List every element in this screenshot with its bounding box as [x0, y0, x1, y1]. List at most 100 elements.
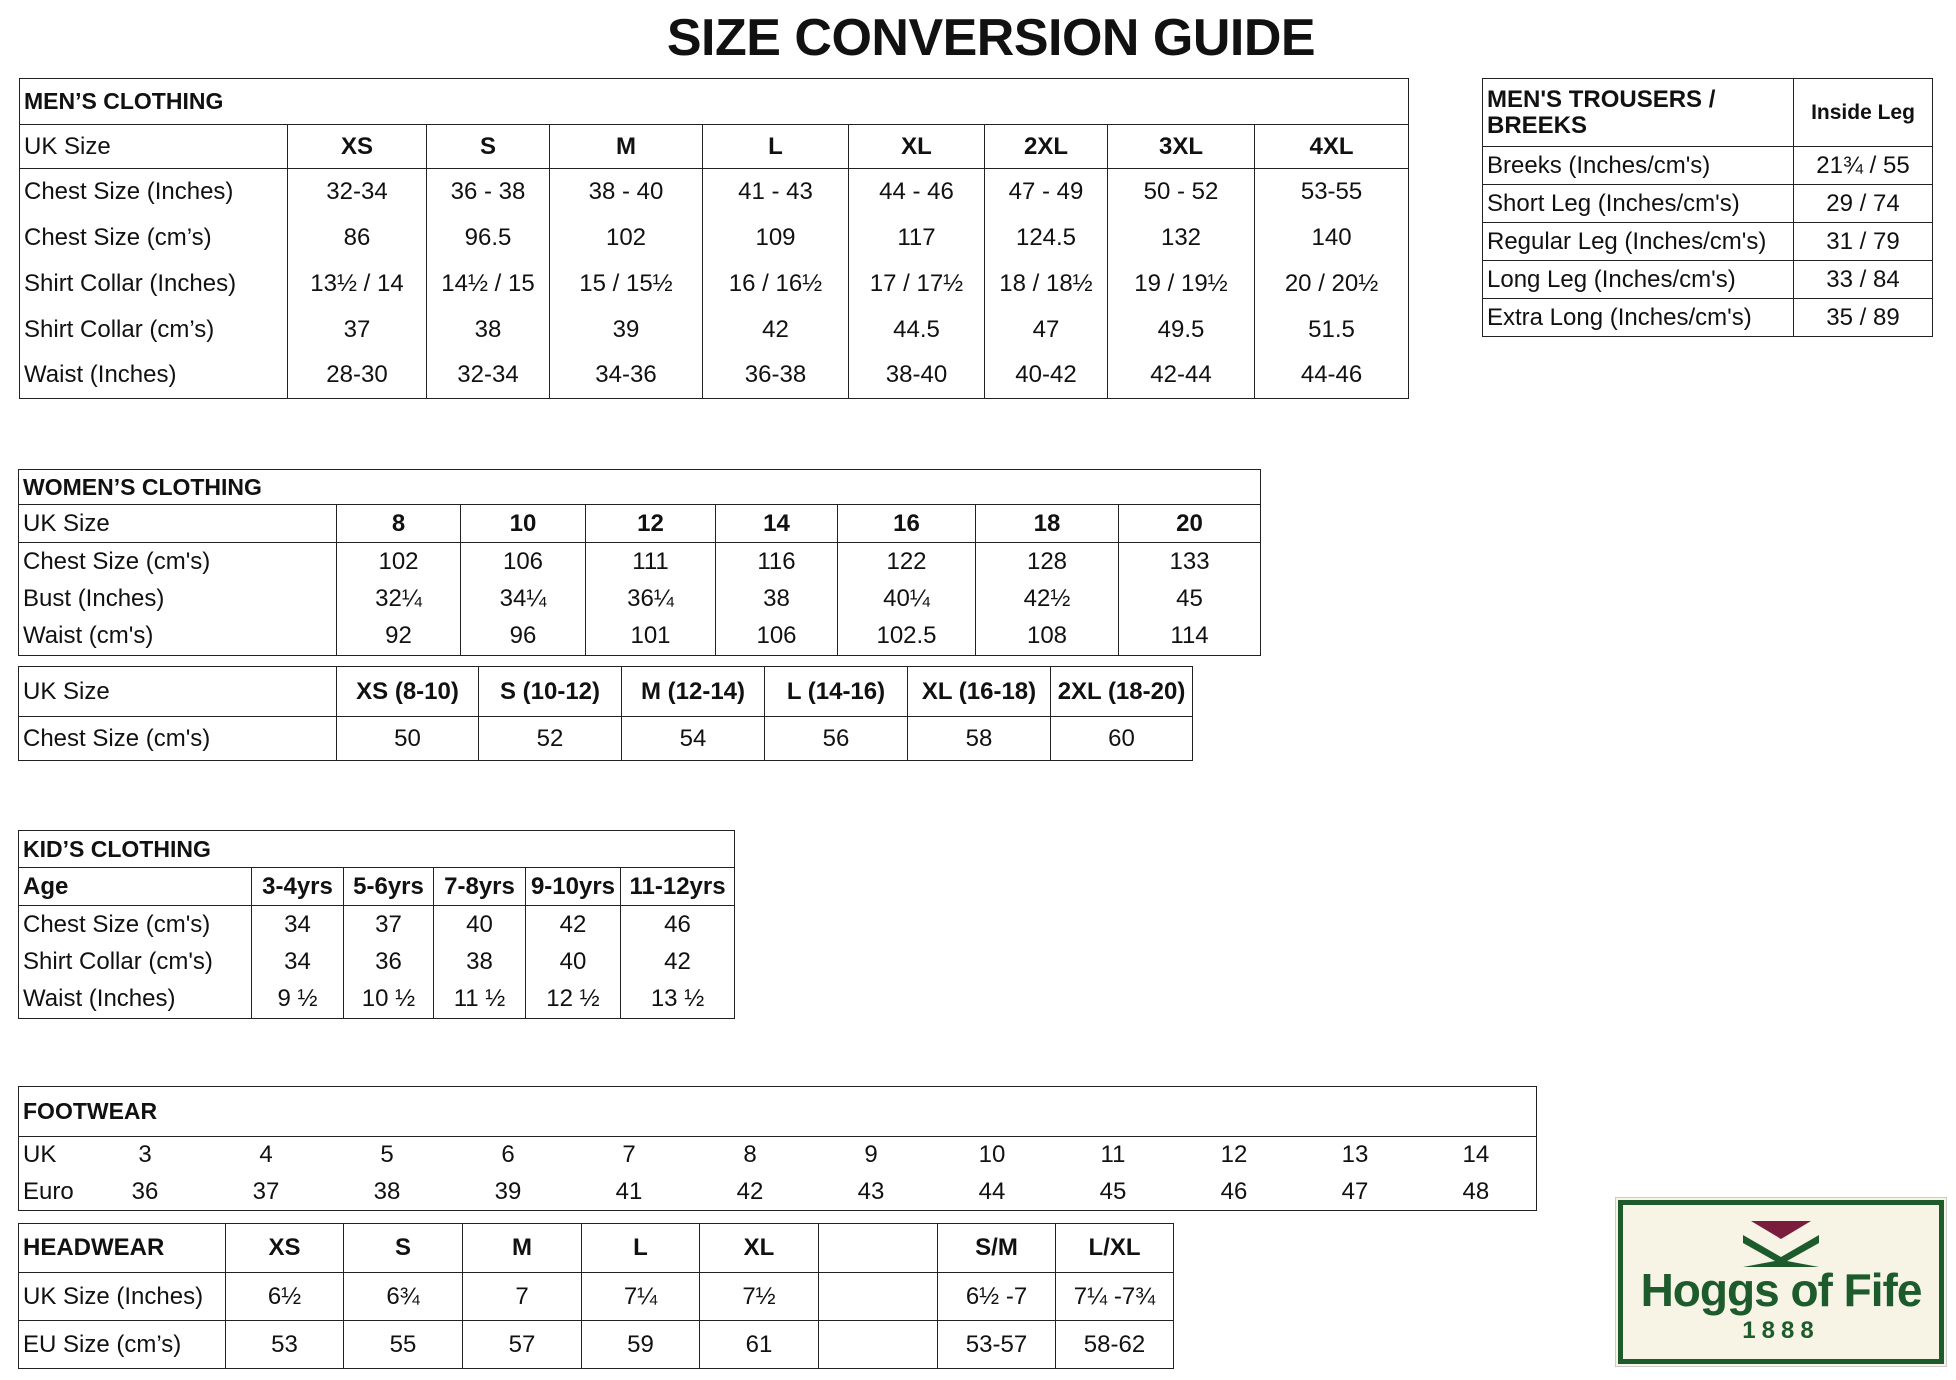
- row-label: Extra Long (Inches/cm's): [1482, 298, 1794, 337]
- cell: 16 / 16½: [702, 260, 849, 307]
- row-label: Chest Size (cm's): [18, 905, 252, 943]
- cell: 53-55: [1253, 168, 1410, 215]
- header-row: UK Size 8 10 12 14 16 18 20: [18, 504, 1262, 543]
- cell: 36: [343, 943, 434, 981]
- cell: 53: [225, 1320, 344, 1369]
- header-cell: 9-10yrs: [525, 867, 621, 906]
- cell: 117: [848, 214, 985, 261]
- header-cell: XL: [848, 124, 985, 169]
- cell: 109: [702, 214, 849, 261]
- cell: 47: [1341, 1177, 1369, 1205]
- cell: 102.5: [837, 617, 976, 655]
- cell: 35 / 89: [1793, 298, 1933, 337]
- cell: 58-62: [1055, 1320, 1174, 1369]
- mens-trousers-table: MEN'S TROUSERS / BREEKS Inside Leg Breeks …: [1482, 78, 1933, 337]
- data-row: Bust (Inches) 32¼ 34¼ 36¼ 38 40¼ 42½ 45: [18, 580, 1262, 618]
- table-title: KID’S CLOTHING: [17, 830, 736, 868]
- row-label: Regular Leg (Inches/cm's): [1482, 222, 1794, 261]
- cell: 41: [615, 1177, 643, 1205]
- cell: 36¼: [585, 580, 716, 618]
- mens-clothing-table: MEN’S CLOTHING UK Size XS S M L XL 2XL 3XL 4XL Che…: [18, 78, 1410, 399]
- cell: 59: [581, 1320, 700, 1369]
- cell: 58: [907, 716, 1051, 761]
- data-row: UK Size (Inches) 6½ 6¾ 7 7¼ 7½ 6½ -7 7¼ -7¾: [18, 1272, 1174, 1321]
- cell: 40¼: [837, 580, 976, 618]
- cell: 45: [1099, 1177, 1127, 1205]
- cell: 101: [585, 617, 716, 655]
- data-row: Waist (Inches) 28-30 32-34 34-36 36-38 38-40 4…: [19, 352, 1410, 399]
- cell: 15 / 15½: [549, 260, 703, 307]
- title-row: KID’S CLOTHING: [17, 830, 736, 868]
- header-cell: XS: [225, 1223, 344, 1273]
- cell: 114: [1117, 617, 1262, 655]
- header-cell: Inside Leg: [1793, 78, 1933, 147]
- cell: 44 - 46: [848, 168, 985, 215]
- cell: 34¼: [460, 580, 586, 618]
- header-label: UK Size: [19, 124, 288, 169]
- header-cell: 7-8yrs: [433, 867, 526, 906]
- cell: 55: [343, 1320, 463, 1369]
- row-label: EU Size (cm’s): [18, 1320, 226, 1369]
- cell: 13 ½: [619, 980, 736, 1018]
- cell: 34: [251, 943, 344, 981]
- cell: 9 ½: [251, 980, 344, 1018]
- cell: 10 ½: [343, 980, 434, 1018]
- cell: 9: [864, 1141, 878, 1169]
- cell: 46: [619, 905, 736, 943]
- cell: 102: [549, 214, 703, 261]
- cell: 47 - 49: [984, 168, 1108, 215]
- cell: 20 / 20½: [1253, 260, 1410, 307]
- cell: 60: [1050, 716, 1193, 761]
- cell: 43: [857, 1177, 885, 1205]
- cell: 53-57: [937, 1320, 1056, 1369]
- row-label: Shirt Collar (cm’s): [19, 306, 288, 353]
- row-label: UK Size (Inches): [18, 1272, 226, 1321]
- cell: 54: [621, 716, 765, 761]
- data-row: Chest Size (cm's) 102 106 111 116 122 128 133: [18, 542, 1262, 580]
- data-row: EU Size (cm’s) 53 55 57 59 61 53-57 58-62: [18, 1320, 1174, 1369]
- header-cell: S: [343, 1223, 463, 1273]
- cell: 40: [433, 905, 526, 943]
- header-cell: M: [462, 1223, 582, 1273]
- cell: 38: [433, 943, 526, 981]
- header-label: Age: [18, 867, 252, 906]
- cell: 52: [478, 716, 622, 761]
- cell: 39: [549, 306, 703, 353]
- header-cell: 2XL: [984, 124, 1108, 169]
- cell: 36-38: [702, 352, 849, 399]
- title-row: FOOTWEAR: [18, 1086, 1537, 1137]
- row-label: Shirt Collar (Inches): [19, 260, 288, 307]
- cell: 42: [525, 905, 621, 943]
- cell: 44: [978, 1177, 1006, 1205]
- cell: 47: [984, 306, 1108, 353]
- cell: 32-34: [426, 352, 550, 399]
- cell: 133: [1117, 542, 1262, 580]
- cell: 13½ / 14: [287, 260, 427, 307]
- table-title: MEN’S CLOTHING: [18, 78, 1410, 125]
- cell: 29 / 74: [1793, 184, 1933, 223]
- cell: 44.5: [848, 306, 985, 353]
- header-row: HEADWEAR XS S M L XL S/M L/XL: [18, 1223, 1174, 1273]
- data-row: Regular Leg (Inches/cm's) 31 / 79: [1482, 222, 1933, 261]
- cell: 38 - 40: [549, 168, 703, 215]
- cell: 38: [426, 306, 550, 353]
- data-row: Shirt Collar (Inches) 13½ / 14 14½ / 15 15 …: [19, 260, 1410, 307]
- cell: 6: [501, 1141, 515, 1169]
- cell: 36: [131, 1177, 159, 1205]
- data-row: Euro 36 37 38 39 41 42 43 44 45 46 47 48: [19, 1174, 1537, 1211]
- cell: 4: [259, 1141, 273, 1169]
- cell: 40-42: [984, 352, 1108, 399]
- logo-year: 1888: [1742, 1317, 1820, 1344]
- row-label: UK: [23, 1141, 57, 1169]
- cell: 42-44: [1107, 352, 1255, 399]
- cell: 12: [1220, 1141, 1248, 1169]
- cell: 86: [287, 214, 427, 261]
- header-cell: XL: [699, 1223, 819, 1273]
- cell: 49.5: [1107, 306, 1255, 353]
- cell: 45: [1117, 580, 1262, 618]
- cell: 39: [494, 1177, 522, 1205]
- table-title: WOMEN’S CLOTHING: [17, 469, 1262, 505]
- cell: 32-34: [287, 168, 427, 215]
- cell: 12 ½: [525, 980, 621, 1018]
